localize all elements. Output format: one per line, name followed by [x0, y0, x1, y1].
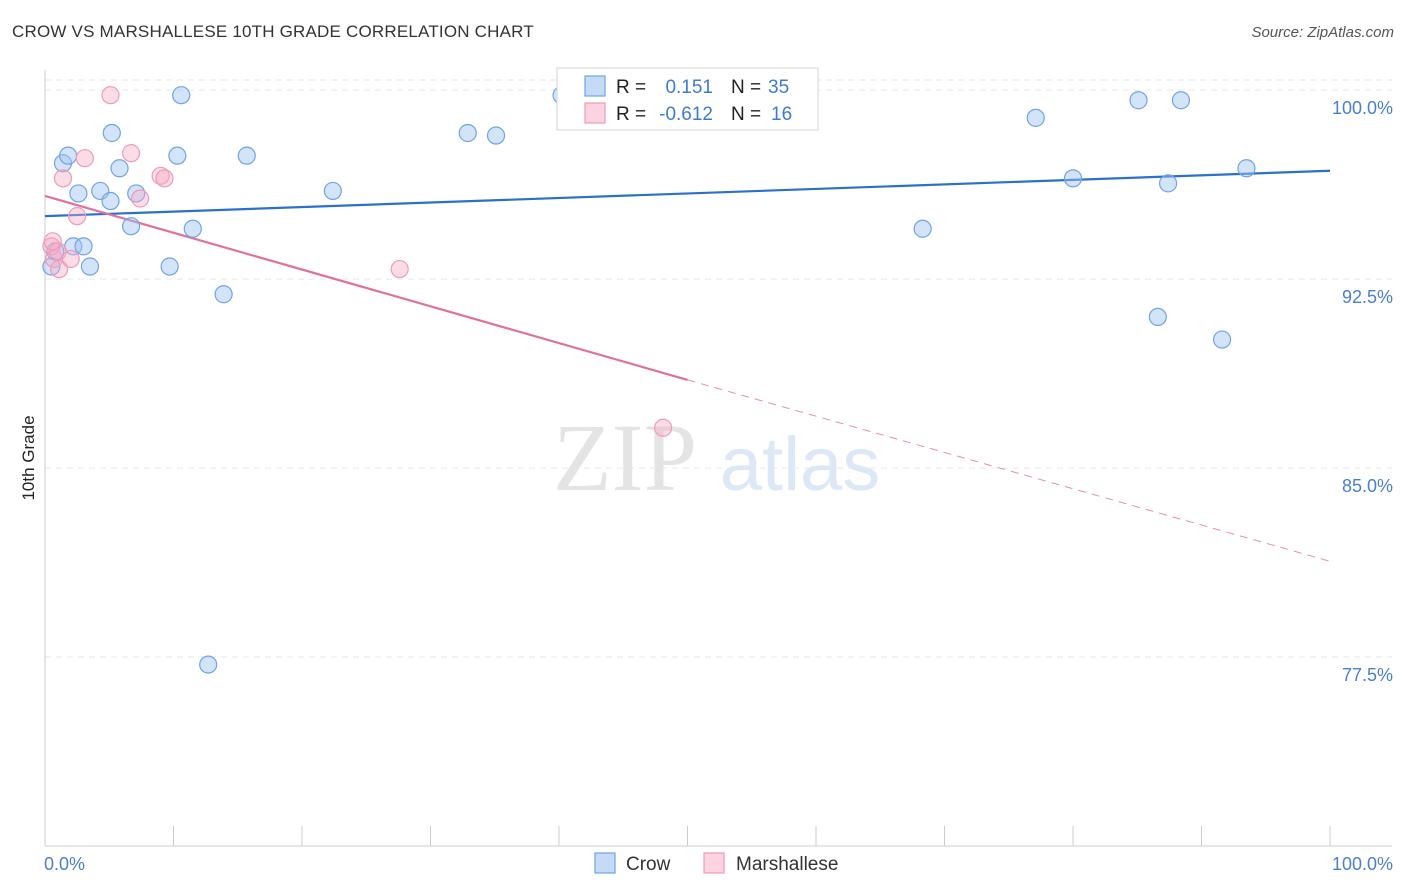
data-point-marshallese — [68, 207, 87, 226]
data-point-crow — [59, 146, 78, 165]
legend-n-value-crow: 35 — [768, 77, 789, 98]
data-point-crow — [913, 219, 932, 238]
data-point-crow — [1171, 91, 1191, 110]
legend-swatch-marshallese — [584, 102, 606, 124]
data-point-crow — [80, 257, 100, 276]
chart-title: CROW VS MARSHALLESE 10TH GRADE CORRELATI… — [12, 22, 534, 41]
data-point-crow — [102, 123, 121, 143]
data-point-crow — [168, 146, 187, 165]
watermark-atlas: atlas — [720, 422, 881, 507]
legend-n-value-marshallese: 16 — [771, 104, 792, 125]
data-point-marshallese — [130, 189, 150, 208]
legend-n-label-crow: N = — [731, 77, 761, 98]
data-point-marshallese — [121, 144, 141, 163]
legend-swatch-crow — [584, 75, 606, 97]
data-point-crow — [486, 126, 506, 145]
y-axis-label: 10th Grade — [19, 415, 38, 500]
data-point-marshallese — [155, 169, 174, 188]
stats-legend: R = 0.151 N = 35 R = -0.612 N = 16 — [556, 67, 819, 131]
data-point-marshallese — [101, 86, 120, 105]
data-point-crow — [121, 217, 141, 236]
legend-r-label-marshallese: R = — [616, 104, 646, 125]
data-point-crow — [101, 191, 120, 211]
data-point-crow — [323, 181, 342, 201]
watermark-zip: ZIP — [553, 404, 697, 511]
data-point-crow — [1237, 159, 1256, 178]
y-tick-label: 85.0% — [1342, 476, 1393, 496]
series-legend-label-crow: Crow — [626, 854, 671, 875]
series-legend-swatch-marshallese — [703, 852, 725, 874]
data-point-crow — [69, 184, 88, 203]
data-point-marshallese — [75, 149, 94, 168]
y-tick-label: 100.0% — [1332, 98, 1393, 118]
y-tick-label: 92.5% — [1342, 287, 1393, 307]
data-point-marshallese — [61, 249, 80, 269]
data-point-crow — [214, 285, 233, 304]
data-point-crow — [172, 86, 191, 105]
tick-labels: 77.5% 85.0% 92.5% 100.0% 0.0% 100.0% — [44, 98, 1393, 874]
data-point-marshallese — [43, 232, 62, 251]
watermark: ZIP atlas — [553, 404, 880, 511]
legend-r-label-crow: R = — [616, 77, 646, 98]
x-tick-label-start: 0.0% — [44, 854, 85, 874]
data-point-crow — [1063, 169, 1083, 188]
data-point-crow — [237, 146, 256, 165]
data-points — [42, 86, 1256, 674]
data-point-marshallese — [50, 259, 69, 279]
data-point-crow — [1148, 307, 1167, 327]
data-point-crow — [160, 257, 179, 276]
trend-lines — [44, 169, 1331, 562]
data-point-crow — [1129, 91, 1148, 110]
trend-line-marshallese — [44, 194, 688, 381]
data-point-crow — [74, 237, 93, 256]
series-legend-swatch-crow — [594, 852, 616, 874]
data-point-crow — [183, 219, 202, 238]
data-point-crow — [458, 123, 477, 143]
data-point-crow — [1158, 174, 1178, 193]
legend-r-value-crow: 0.151 — [665, 77, 713, 98]
data-point-crow — [1026, 108, 1045, 127]
source-label: Source: ZipAtlas.com — [1251, 24, 1394, 41]
data-point-marshallese — [390, 259, 409, 279]
trend-line-crow — [44, 169, 1331, 218]
legend-r-value-marshallese: -0.612 — [659, 104, 713, 125]
legend-n-label-marshallese: N = — [731, 104, 761, 125]
data-point-marshallese — [653, 418, 673, 437]
series-legend: Crow Marshallese — [594, 852, 838, 875]
data-point-marshallese — [53, 169, 73, 188]
y-tick-label: 77.5% — [1342, 665, 1393, 685]
data-point-crow — [199, 655, 218, 674]
series-legend-label-marshallese: Marshallese — [736, 854, 838, 875]
grid-lines — [45, 79, 1392, 658]
x-tick-label-end: 100.0% — [1332, 854, 1393, 874]
data-point-crow — [1212, 330, 1232, 349]
data-point-crow — [110, 159, 129, 178]
axes — [44, 70, 1392, 847]
